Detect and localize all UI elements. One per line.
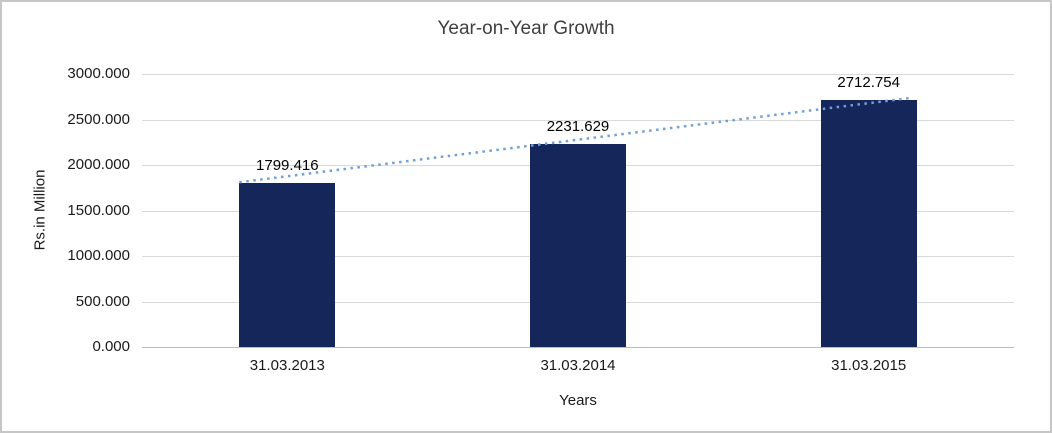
y-tick-label: 2000.000 [67,156,130,173]
y-tick-label: 0.000 [92,338,130,355]
y-tick-label: 1000.000 [67,247,130,264]
x-axis-title: Years [559,392,597,409]
y-tick-label: 2500.000 [67,110,130,128]
x-axis-line [142,347,1014,348]
bar [820,100,917,347]
y-tick-label: 500.000 [75,292,130,310]
x-tick-label: 31.03.2015 [831,357,907,374]
bar-data-label: 2231.629 [546,117,610,135]
y-tick-label: 1500.000 [67,201,130,219]
bar [239,183,336,347]
x-tick-label: 31.03.2013 [249,357,325,374]
bar [530,143,626,347]
x-tick-label: 31.03.2014 [540,357,616,374]
bar-data-label: 2712.754 [837,74,900,92]
bar-data-label: 1799.416 [256,157,319,175]
plot-area: 1799.416 2231.629 2712.754 [142,74,1014,348]
y-tick-label: 3000.000 [67,65,130,82]
chart-title: Year-on-Year Growth [437,18,615,39]
gridline [142,74,1014,75]
